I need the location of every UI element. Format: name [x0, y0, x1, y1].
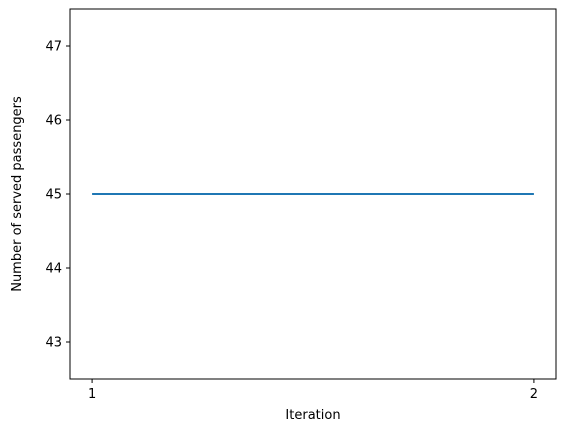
x-axis-label: Iteration: [285, 408, 340, 423]
axis-ticks: 1 2 43 44 45 46 47: [45, 40, 538, 403]
plot-frame: [69, 8, 557, 380]
y-tick-label: 46: [45, 114, 62, 129]
y-tick-label: 45: [45, 188, 62, 203]
y-tick-label: 43: [45, 336, 62, 351]
x-tick-label: 2: [530, 387, 538, 402]
x-tick-label: 1: [88, 387, 96, 402]
y-tick-label: 44: [45, 262, 62, 277]
y-tick-label: 47: [45, 40, 62, 55]
y-axis-label: Number of served passengers: [10, 96, 25, 292]
